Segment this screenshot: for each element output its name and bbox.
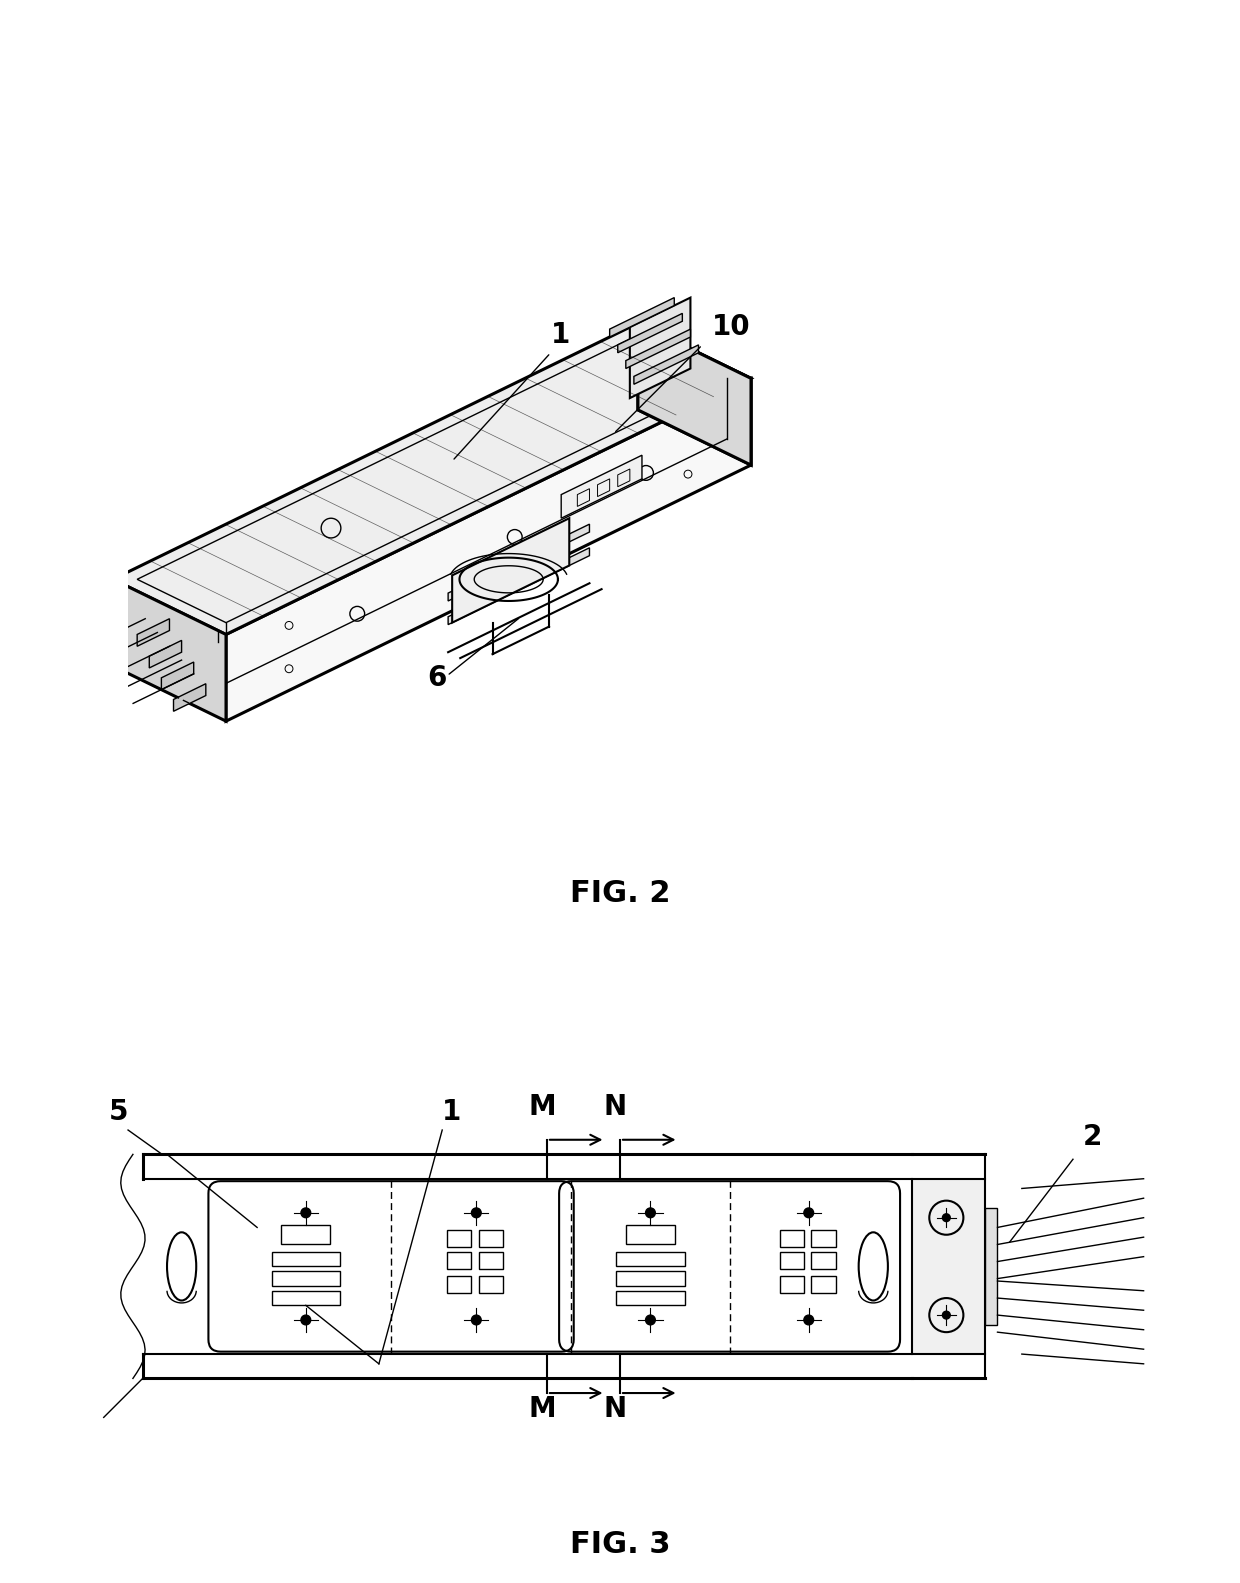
Text: N: N xyxy=(604,1094,626,1121)
Circle shape xyxy=(942,1311,950,1319)
Circle shape xyxy=(804,1315,813,1325)
Text: 1: 1 xyxy=(551,321,570,348)
Polygon shape xyxy=(630,298,691,397)
Text: 2: 2 xyxy=(1083,1122,1102,1151)
Polygon shape xyxy=(174,684,206,711)
Polygon shape xyxy=(149,641,181,668)
Bar xyxy=(811,1276,836,1293)
Bar xyxy=(448,1252,471,1270)
Text: FIG. 3: FIG. 3 xyxy=(569,1529,671,1559)
Text: FIG. 2: FIG. 2 xyxy=(569,879,671,909)
Bar xyxy=(448,1230,471,1247)
Bar xyxy=(780,1252,804,1270)
Polygon shape xyxy=(637,323,751,465)
Circle shape xyxy=(471,1315,481,1325)
Circle shape xyxy=(646,1208,655,1217)
Polygon shape xyxy=(637,323,751,465)
Bar xyxy=(616,1290,684,1306)
Bar xyxy=(986,1208,997,1325)
Text: M: M xyxy=(528,1094,556,1121)
Polygon shape xyxy=(113,579,226,722)
Text: 5: 5 xyxy=(109,1099,128,1126)
Bar xyxy=(479,1230,503,1247)
Polygon shape xyxy=(138,619,170,646)
Circle shape xyxy=(804,1208,813,1217)
Polygon shape xyxy=(626,329,691,369)
Bar xyxy=(626,1225,675,1244)
Circle shape xyxy=(646,1315,655,1325)
Bar xyxy=(281,1225,330,1244)
Polygon shape xyxy=(161,662,193,690)
Circle shape xyxy=(301,1315,311,1325)
Bar xyxy=(272,1271,340,1285)
Bar xyxy=(780,1276,804,1293)
Bar xyxy=(272,1290,340,1306)
Polygon shape xyxy=(448,548,589,625)
Polygon shape xyxy=(113,323,751,635)
Circle shape xyxy=(471,1208,481,1217)
Text: N: N xyxy=(604,1395,626,1423)
Bar xyxy=(479,1276,503,1293)
Text: M: M xyxy=(528,1395,556,1423)
Polygon shape xyxy=(634,345,698,385)
Text: 10: 10 xyxy=(712,313,750,340)
Bar xyxy=(913,1179,986,1353)
Polygon shape xyxy=(453,518,569,622)
Bar xyxy=(616,1271,684,1285)
Text: 1: 1 xyxy=(443,1099,461,1126)
Bar xyxy=(272,1252,340,1266)
Text: 6: 6 xyxy=(428,663,446,692)
Bar xyxy=(479,1252,503,1270)
Circle shape xyxy=(942,1214,950,1222)
Polygon shape xyxy=(610,298,675,337)
Bar xyxy=(811,1230,836,1247)
Polygon shape xyxy=(618,313,682,353)
Bar xyxy=(780,1230,804,1247)
Circle shape xyxy=(301,1208,311,1217)
Polygon shape xyxy=(562,456,642,518)
Polygon shape xyxy=(226,378,751,722)
Bar xyxy=(811,1252,836,1270)
Bar xyxy=(616,1252,684,1266)
Polygon shape xyxy=(448,524,589,602)
Bar xyxy=(448,1276,471,1293)
